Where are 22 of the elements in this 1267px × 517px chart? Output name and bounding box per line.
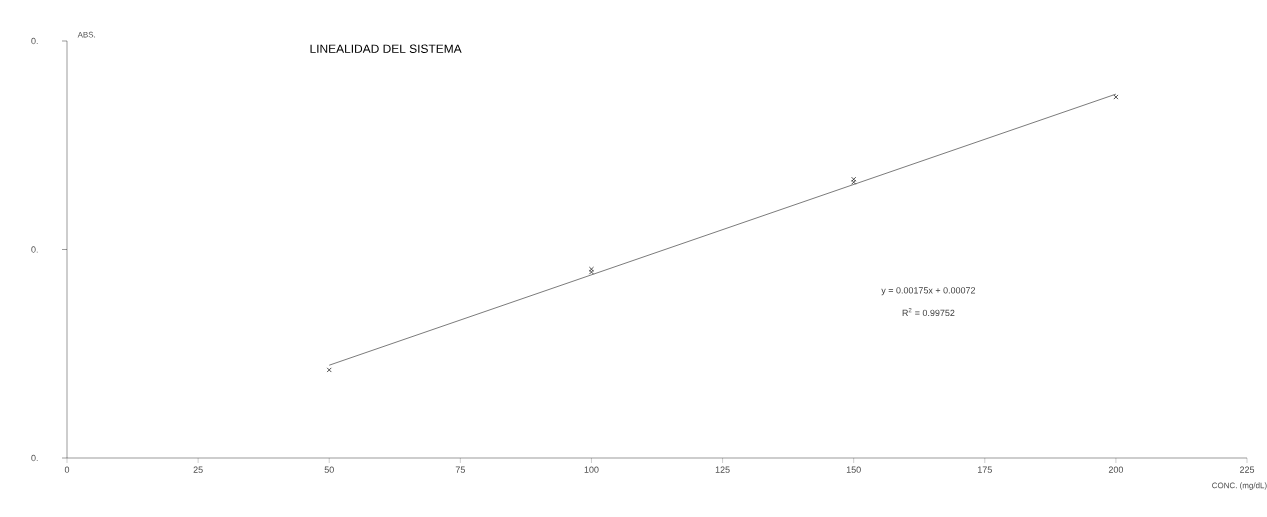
x-tick-label: 50: [324, 466, 334, 473]
annotation: y = 0.00175x + 0.00072: [881, 287, 976, 296]
chart-title: LINEALIDAD DEL SISTEMA: [310, 44, 462, 53]
point: [1113, 94, 1119, 100]
x-tick-label: 100: [584, 466, 599, 473]
point: [588, 266, 594, 272]
point: [851, 176, 857, 182]
x-tick-label: 25: [193, 466, 203, 473]
x-tick-label: 75: [455, 466, 465, 473]
text: 0.: [31, 37, 38, 45]
point: [588, 269, 594, 275]
point: [326, 367, 332, 373]
x-tick-label: 125: [715, 466, 730, 473]
x-tick-label: 0: [64, 466, 70, 473]
text: 0.: [31, 454, 38, 462]
annotation: R$^{2}$ = 0.99752: [902, 308, 955, 317]
x-tick-label: 200: [1108, 466, 1124, 473]
text: 0.: [31, 246, 38, 253]
point: [851, 179, 857, 185]
x-tick-label: 225: [1239, 466, 1255, 473]
x-tick-label: 150: [846, 466, 861, 473]
x-tick-label: 175: [978, 466, 992, 473]
